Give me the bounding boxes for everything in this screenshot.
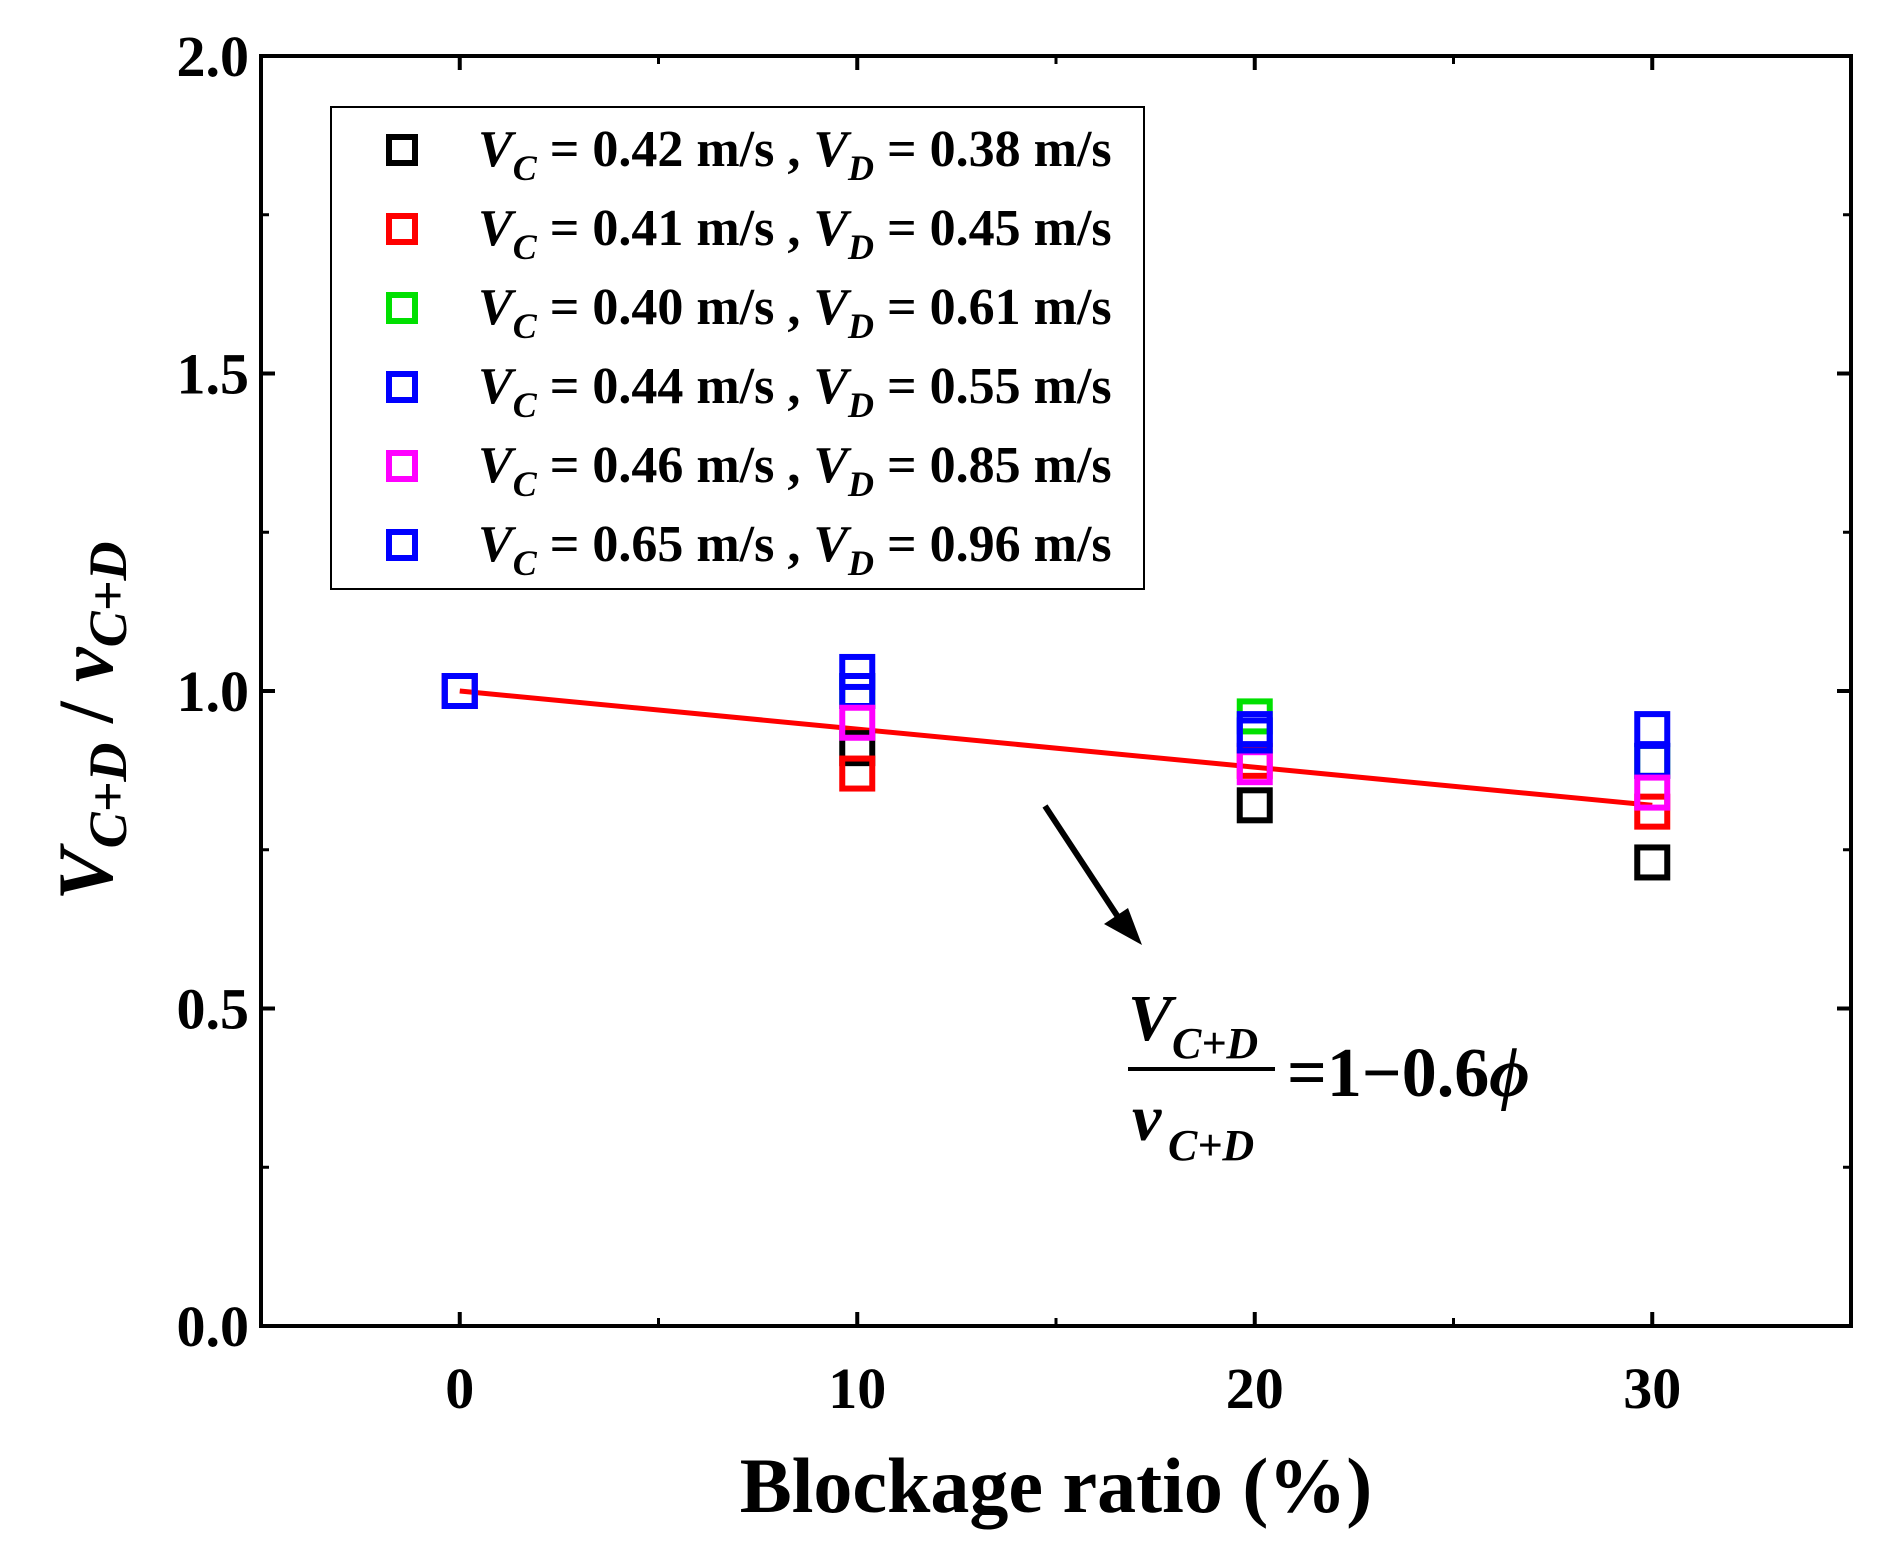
legend-vc-value: = 0.40 m/s , xyxy=(537,279,814,336)
y-axis-label: VC+D / vC+D xyxy=(42,542,138,901)
legend-vd-sub: D xyxy=(847,543,874,583)
y-tick-label: 0.5 xyxy=(177,977,250,1042)
data-markers xyxy=(441,653,1671,881)
annotation-arrow-head xyxy=(1104,908,1142,945)
y-tick-label: 1.5 xyxy=(177,342,250,407)
x-tick-label: 20 xyxy=(1226,1356,1284,1421)
data-point xyxy=(839,673,876,709)
legend-box xyxy=(330,106,1145,590)
legend-label: VC = 0.42 m/s , VD = 0.38 m/s xyxy=(478,121,1112,188)
data-point xyxy=(1634,742,1671,779)
y-tick-label: 2.0 xyxy=(177,24,250,89)
legend-vd-var: V xyxy=(813,121,852,178)
legend-vc-sub: C xyxy=(513,306,538,346)
legend-vc-var: V xyxy=(478,437,517,494)
legend-vc-var: V xyxy=(478,279,517,336)
legend-vd-sub: D xyxy=(847,464,874,504)
y-tick-label: 0.0 xyxy=(177,1294,250,1359)
y-label-den-sub: C+D xyxy=(78,542,138,648)
data-point xyxy=(1236,717,1273,754)
legend-marker xyxy=(386,450,418,482)
legend-label: VC = 0.40 m/s , VD = 0.61 m/s xyxy=(478,279,1112,346)
legend-vd-value: = 0.96 m/s xyxy=(874,516,1112,573)
legend-vc-value: = 0.41 m/s , xyxy=(537,200,814,257)
legend-vc-var: V xyxy=(478,516,517,573)
data-point xyxy=(1634,793,1671,830)
data-point xyxy=(1634,844,1671,881)
data-point xyxy=(1236,787,1273,824)
legend-vc-var: V xyxy=(478,121,517,178)
legend-vc-sub: C xyxy=(513,543,538,583)
legend-vd-value: = 0.38 m/s xyxy=(874,121,1112,178)
legend-vd-var: V xyxy=(813,279,852,336)
legend-vd-var: V xyxy=(813,516,852,573)
data-point xyxy=(1634,742,1671,779)
legend-vd-value: = 0.45 m/s xyxy=(874,200,1112,257)
legend-vc-value: = 0.44 m/s , xyxy=(537,358,814,415)
data-point xyxy=(839,755,876,792)
data-point xyxy=(839,730,876,767)
legend-vd-value: = 0.85 m/s xyxy=(874,437,1112,494)
legend-vd-sub: D xyxy=(847,306,874,346)
eq-num-var: V xyxy=(1128,982,1177,1055)
legend-label: VC = 0.46 m/s , VD = 0.85 m/s xyxy=(478,437,1112,504)
y-label-den-var: v xyxy=(42,646,129,682)
legend-marker xyxy=(386,292,418,324)
fit-equation: V C+D v C+D =1−0.6ϕ xyxy=(1128,982,1530,1170)
legend-vd-var: V xyxy=(813,358,852,415)
legend-marker xyxy=(386,134,418,166)
legend-vc-value: = 0.46 m/s , xyxy=(537,437,814,494)
legend-vc-sub: C xyxy=(513,227,538,267)
data-point xyxy=(839,704,876,741)
legend-vc-var: V xyxy=(478,358,517,415)
eq-rhs: =1−0.6ϕ xyxy=(1287,1035,1530,1112)
legend-vd-value: = 0.55 m/s xyxy=(874,358,1112,415)
legend-label: VC = 0.65 m/s , VD = 0.96 m/s xyxy=(478,516,1112,583)
eq-den-sub: C+D xyxy=(1168,1121,1254,1170)
data-point xyxy=(1634,774,1671,811)
legend: VC = 0.42 m/s , VD = 0.38 m/sVC = 0.41 m… xyxy=(386,121,1112,583)
fit-line xyxy=(459,688,1653,808)
legend-vc-var: V xyxy=(478,200,517,257)
x-axis-label: Blockage ratio (%) xyxy=(740,1442,1373,1529)
annotation-arrow-shaft xyxy=(1042,804,1123,922)
data-point xyxy=(839,653,876,690)
data-point xyxy=(839,673,876,709)
legend-vd-var: V xyxy=(813,437,852,494)
legend-vd-sub: D xyxy=(847,227,874,267)
x-tick-label: 30 xyxy=(1623,1356,1681,1421)
legend-vc-sub: C xyxy=(513,148,538,188)
y-label-num-sub: C+D xyxy=(78,743,138,849)
y-tick-label: 1.0 xyxy=(177,659,250,724)
x-tick-label: 0 xyxy=(445,1356,474,1421)
legend-marker xyxy=(386,213,418,245)
eq-phi: ϕ xyxy=(1489,1035,1530,1112)
eq-rhs-expression: =1−0.6 xyxy=(1287,1035,1489,1112)
y-label-num-var: V xyxy=(42,842,129,900)
data-point xyxy=(441,673,478,709)
legend-vd-sub: D xyxy=(847,385,874,425)
x-tick-label: 10 xyxy=(828,1356,886,1421)
legend-vc-sub: C xyxy=(513,385,538,425)
legend-vd-sub: D xyxy=(847,148,874,188)
eq-den-var: v xyxy=(1132,1082,1162,1155)
eq-num-sub: C+D xyxy=(1172,1019,1258,1068)
data-point xyxy=(1634,711,1671,748)
x-tick-labels: 0 10 20 30 xyxy=(445,1356,1681,1421)
legend-vd-var: V xyxy=(813,200,852,257)
legend-vd-value: = 0.61 m/s xyxy=(874,279,1112,336)
legend-marker xyxy=(386,529,418,561)
legend-label: VC = 0.44 m/s , VD = 0.55 m/s xyxy=(478,358,1112,425)
y-label-sep: / xyxy=(42,682,129,743)
legend-marker xyxy=(386,371,418,403)
legend-vc-value: = 0.65 m/s , xyxy=(537,516,814,573)
y-tick-labels: 0.0 0.5 1.0 1.5 2.0 xyxy=(177,24,250,1359)
legend-vc-sub: C xyxy=(513,464,538,504)
axis-ticks xyxy=(261,54,1851,1328)
legend-label: VC = 0.41 m/s , VD = 0.45 m/s xyxy=(478,200,1112,267)
legend-vc-value: = 0.42 m/s , xyxy=(537,121,814,178)
